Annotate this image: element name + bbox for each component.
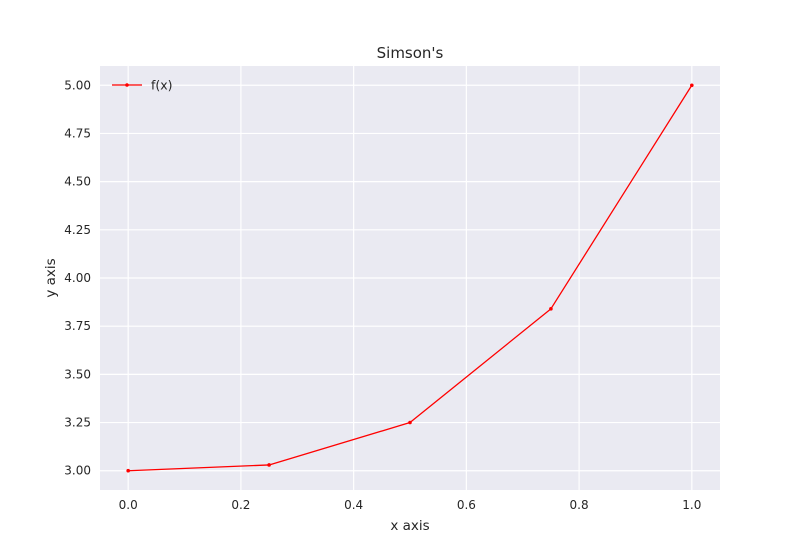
y-tick-label: 3.25 [64, 416, 91, 430]
data-point [408, 420, 412, 425]
x-tick-label: 0.2 [231, 498, 250, 512]
y-tick-label: 5.00 [64, 78, 91, 92]
legend-label: f(x) [151, 78, 173, 93]
y-tick-label: 3.50 [64, 367, 91, 381]
y-tick-labels: 3.00 3.25 3.50 3.75 4.00 4.25 4.50 4.75 5.00 [64, 78, 91, 477]
series-group [126, 83, 694, 473]
chart-title: Simson's [377, 44, 444, 62]
x-tick-labels: 0.0 0.2 0.4 0.6 0.8 1.0 [119, 498, 702, 512]
x-axis-label: x axis [390, 518, 429, 534]
y-tick-label: 3.75 [64, 319, 91, 333]
x-tick-label: 0.6 [457, 498, 476, 512]
y-tick-label: 3.00 [64, 464, 91, 478]
data-point [549, 307, 553, 311]
data-point [690, 83, 694, 88]
x-tick-label: 1.0 [682, 498, 701, 512]
x-tick-label: 0.4 [344, 498, 363, 512]
legend: f(x) [112, 78, 173, 93]
y-axis-label: y axis [43, 258, 59, 297]
grid [100, 66, 720, 490]
data-point [267, 463, 271, 467]
x-tick-label: 0.0 [119, 498, 138, 512]
legend-marker [125, 83, 129, 87]
y-tick-label: 4.75 [64, 126, 91, 140]
x-tick-label: 0.8 [570, 498, 589, 512]
y-tick-label: 4.00 [64, 271, 91, 285]
y-tick-label: 4.50 [64, 175, 91, 189]
y-tick-label: 4.25 [64, 223, 91, 237]
data-point [126, 468, 130, 473]
